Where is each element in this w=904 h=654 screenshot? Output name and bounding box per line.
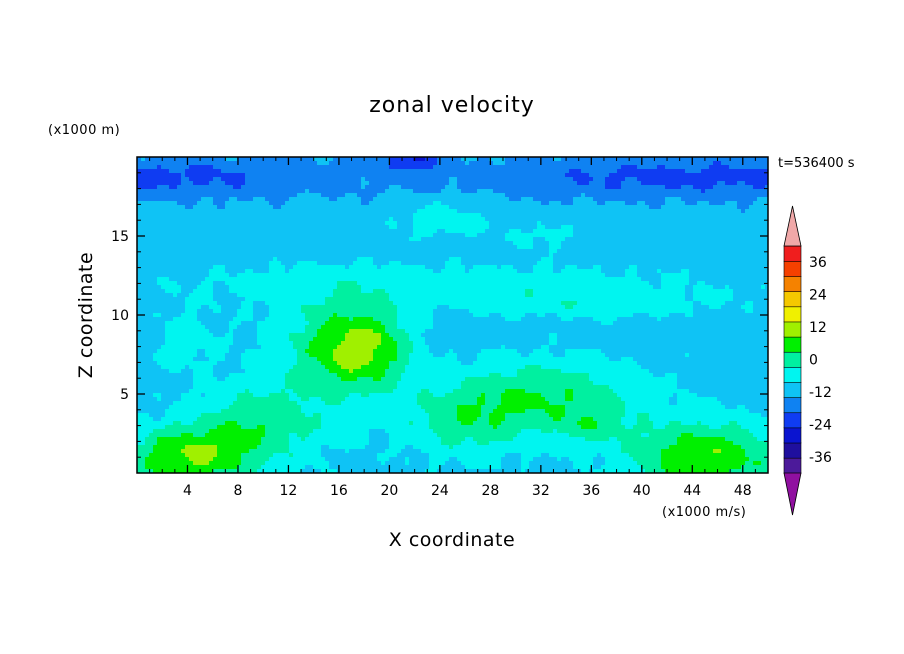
colorbar-swatch: [783, 336, 802, 353]
colorbar-label: -24: [809, 417, 832, 433]
x-tick-label: 44: [683, 483, 701, 499]
y-unit-label: (x1000 m): [48, 123, 120, 138]
colorbar-swatch: [783, 275, 802, 292]
contour-field: [137, 157, 768, 473]
colorbar-swatch: [783, 457, 802, 474]
colorbar-swatch: [783, 397, 802, 414]
colorbar-label: 36: [809, 255, 827, 271]
y-axis-label: Z coordinate: [75, 252, 97, 378]
colorbar-swatch: [783, 412, 802, 429]
colorbar-swatch: [783, 245, 802, 262]
colorbar-swatch: [783, 427, 802, 444]
colorbar-label: 0: [809, 353, 818, 369]
colorbar: 36 24 12 0 -12 -24 -36: [783, 205, 832, 516]
colorbar-swatch: [783, 321, 802, 338]
time-label: t=536400 s: [778, 156, 855, 171]
colorbar-label: -36: [809, 450, 832, 466]
x-tick-label: 24: [431, 483, 449, 499]
x-tick-label: 20: [380, 483, 398, 499]
colorbar-label: 24: [809, 288, 827, 304]
x-tick-label: 4: [183, 483, 192, 499]
x-tick-label: 16: [330, 483, 348, 499]
colorbar-swatch: [783, 291, 802, 308]
x-tick-label: 36: [582, 483, 600, 499]
x-axis-label: X coordinate: [389, 529, 515, 551]
x-tick-label: 8: [233, 483, 242, 499]
colorbar-swatch: [783, 442, 802, 459]
x-tick-label: 32: [532, 483, 550, 499]
colorbar-swatch: [783, 366, 802, 383]
chart-title: zonal velocity: [369, 93, 535, 118]
y-tick-label: 10: [111, 308, 129, 324]
colorbar-swatch: [783, 381, 802, 398]
x-tick-label: 40: [633, 483, 651, 499]
x-tick-label: 48: [734, 483, 752, 499]
y-tick-label: 5: [120, 387, 129, 403]
colorbar-swatch: [783, 306, 802, 323]
x-tick-label: 12: [280, 483, 298, 499]
colorbar-over-arrow: [783, 205, 802, 247]
x-tick-label: 28: [481, 483, 499, 499]
colorbar-swatch: [783, 260, 802, 277]
x-unit-label: (x1000 m/s): [662, 505, 746, 520]
colorbar-swatch: [783, 351, 802, 368]
colorbar-label: 12: [809, 320, 827, 336]
x-axis-ticks: 4 8 12 16 20 24 28 32 36 40 44 48: [149, 157, 756, 499]
colorbar-label: -12: [809, 385, 832, 401]
colorbar-under-arrow: [783, 472, 802, 516]
y-axis-ticks: 5 10 15: [111, 172, 768, 458]
y-tick-label: 15: [111, 229, 129, 245]
